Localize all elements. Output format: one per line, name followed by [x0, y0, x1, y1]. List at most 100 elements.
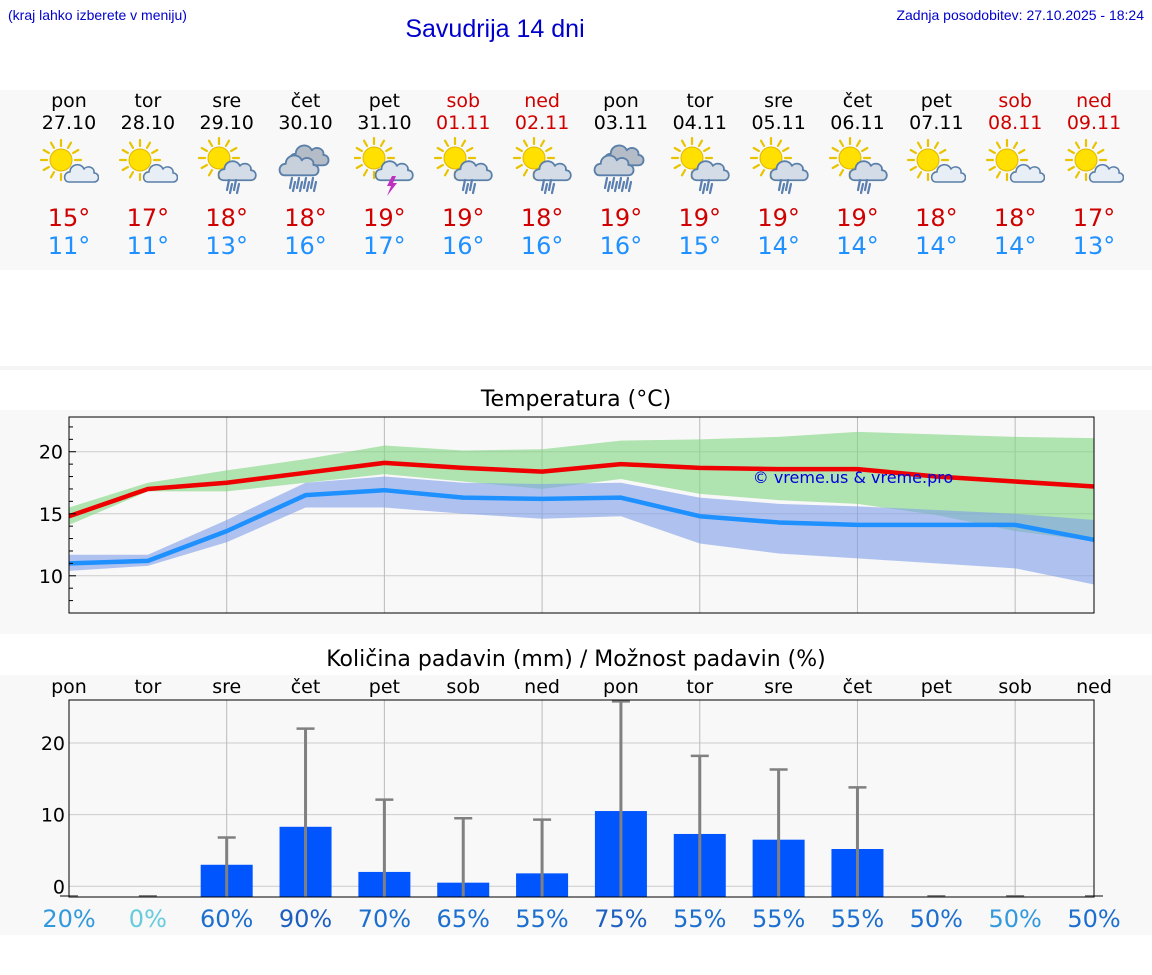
- day-column: pet 31.10 19° 17°: [344, 90, 424, 260]
- category-label: čet: [291, 676, 321, 698]
- day-name: tor: [686, 90, 714, 112]
- day-column: čet 30.10 18° 16°: [266, 90, 346, 260]
- day-name: tor: [134, 90, 162, 112]
- precip-probability: 70%: [358, 905, 411, 933]
- sun-cloud-icon: [118, 138, 178, 183]
- day-date: 30.10: [278, 112, 333, 134]
- sun-cloud-icon: [1064, 138, 1125, 183]
- location-hint: (kraj lahko izberete v meniju): [8, 7, 187, 23]
- plot-frame: [68, 699, 1095, 898]
- day-date: 03.11: [593, 112, 649, 134]
- precip-probability: 55%: [673, 905, 726, 933]
- day-name: sob: [446, 90, 481, 112]
- temp-max: 18°: [205, 204, 248, 232]
- temp-min: 14°: [757, 232, 800, 260]
- daily-forecast-strip: pon 27.10 15° 11° tor 28.10 17° 11° sre 29.10 18° 1…: [0, 90, 1152, 270]
- temp-max: 18°: [284, 204, 327, 232]
- temp-max: 19°: [441, 204, 485, 232]
- day-name: sob: [998, 90, 1032, 112]
- min-temp-line: [68, 487, 1095, 566]
- precipitation-title: Količina padavin (mm) / Možnost padavin …: [326, 647, 826, 672]
- category-label: pet: [921, 676, 952, 698]
- category-label: ned: [1076, 676, 1112, 698]
- category-label: pon: [603, 676, 639, 698]
- y-tick-label: 10: [41, 805, 65, 827]
- category-label: ned: [524, 676, 560, 698]
- temp-max: 18°: [993, 204, 1037, 232]
- day-column: pon 27.10 15° 11°: [29, 90, 109, 260]
- temp-max: 19°: [836, 204, 879, 232]
- max-temp-line: [68, 460, 1095, 519]
- temp-min: 15°: [678, 232, 722, 260]
- divider: [0, 366, 1152, 370]
- category-label: sob: [446, 676, 480, 698]
- day-column: tor 28.10 17° 11°: [108, 90, 188, 260]
- day-name: čet: [290, 90, 321, 112]
- day-date: 04.11: [672, 112, 727, 134]
- y-tick-label: 15: [39, 504, 63, 526]
- category-label: sre: [764, 676, 793, 698]
- plot-frame: [68, 416, 1095, 614]
- day-column: sob 08.11 18° 14°: [975, 90, 1055, 260]
- temp-max: 17°: [1072, 204, 1116, 232]
- day-date: 28.10: [120, 112, 176, 134]
- temp-min: 13°: [205, 232, 248, 260]
- day-column: sob 01.11 19° 16°: [423, 90, 503, 260]
- temp-min: 14°: [993, 232, 1037, 260]
- day-date: 06.11: [830, 112, 885, 134]
- precip-probability: 50%: [988, 905, 1041, 933]
- temp-min: 16°: [599, 232, 643, 260]
- sun-cloud-icon: [39, 138, 99, 183]
- day-name: pon: [603, 90, 639, 112]
- sun-cloud-thunder-icon: [354, 136, 415, 196]
- precip-probability: 20%: [42, 905, 95, 933]
- category-label: sre: [212, 676, 241, 698]
- y-tick-label: 10: [39, 566, 63, 588]
- temp-min: 11°: [47, 232, 91, 260]
- temp-min: 16°: [441, 232, 485, 260]
- y-tick-label: 20: [41, 733, 65, 755]
- temp-max: 19°: [678, 204, 722, 232]
- last-updated: Zadnja posodobitev: 27.10.2025 - 18:24: [896, 7, 1144, 23]
- precip-probability: 90%: [279, 905, 332, 933]
- temperature-chart: 10 15 20 © vreme.us & vreme.pro: [39, 416, 1095, 614]
- temp-max: 15°: [47, 204, 91, 232]
- sun-cloud-rain-icon: [197, 136, 257, 195]
- day-column: sre 05.11 19° 14°: [739, 90, 819, 260]
- precipitation-chart: pon tor sre čet pet sob ned pon tor sre čet pet sob n…: [41, 676, 1121, 933]
- day-date: 07.11: [909, 112, 964, 134]
- watermark: © vreme.us & vreme.pro: [753, 468, 954, 487]
- day-date: 31.10: [357, 112, 412, 134]
- temp-max: 17°: [126, 204, 170, 232]
- day-name: pet: [920, 90, 952, 112]
- day-column: ned 02.11 18° 16°: [502, 90, 582, 260]
- day-date: 27.10: [41, 112, 97, 134]
- day-name: pet: [368, 90, 400, 112]
- temp-min: 17°: [363, 232, 406, 260]
- day-name: ned: [524, 90, 560, 112]
- temp-max: 19°: [599, 204, 643, 232]
- precip-probability: 55%: [515, 905, 568, 933]
- y-tick-label: 0: [53, 876, 65, 898]
- temp-min: 16°: [284, 232, 327, 260]
- temp-max: 18°: [915, 204, 958, 232]
- day-date: 29.10: [199, 112, 254, 134]
- category-label: tor: [134, 676, 161, 698]
- day-column: pet 07.11 18° 14°: [896, 90, 976, 260]
- temp-min: 16°: [520, 232, 564, 260]
- day-name: sre: [764, 90, 794, 112]
- plot-area: [69, 700, 1094, 897]
- sun-cloud-rain-icon: [670, 136, 730, 195]
- day-name: pon: [51, 90, 87, 112]
- temp-min: 14°: [836, 232, 879, 260]
- y-tick-label: 20: [39, 442, 63, 464]
- precip-probability: 0%: [129, 905, 167, 933]
- category-label: sob: [998, 676, 1032, 698]
- day-column: ned 09.11 17° 13°: [1054, 90, 1134, 260]
- day-column: sre 29.10 18° 13°: [187, 90, 267, 260]
- category-label: pon: [51, 676, 87, 698]
- sun-cloud-rain-icon: [828, 136, 888, 195]
- temp-min: 11°: [126, 232, 170, 260]
- cloud-heavy-rain-icon: [278, 144, 329, 193]
- temp-max: 19°: [363, 204, 406, 232]
